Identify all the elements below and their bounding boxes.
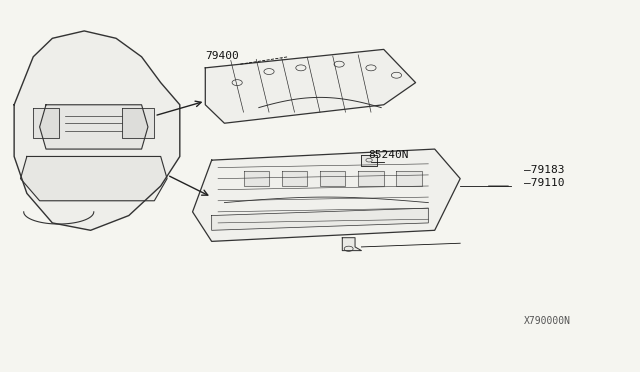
Polygon shape — [244, 171, 269, 186]
Text: X790000N: X790000N — [524, 317, 571, 327]
Polygon shape — [122, 109, 154, 138]
Polygon shape — [205, 49, 415, 123]
Polygon shape — [212, 208, 428, 230]
Text: —79110: —79110 — [524, 178, 564, 188]
Text: 85240N: 85240N — [368, 150, 408, 160]
Polygon shape — [14, 31, 180, 230]
Polygon shape — [362, 155, 378, 166]
Polygon shape — [40, 105, 148, 149]
Polygon shape — [282, 171, 307, 186]
Polygon shape — [320, 171, 346, 186]
Polygon shape — [358, 171, 384, 186]
Polygon shape — [396, 171, 422, 186]
Text: 79400: 79400 — [205, 51, 239, 61]
Polygon shape — [20, 157, 167, 201]
Polygon shape — [33, 109, 59, 138]
Polygon shape — [342, 238, 362, 251]
Text: —79183: —79183 — [524, 165, 564, 175]
Polygon shape — [193, 149, 460, 241]
